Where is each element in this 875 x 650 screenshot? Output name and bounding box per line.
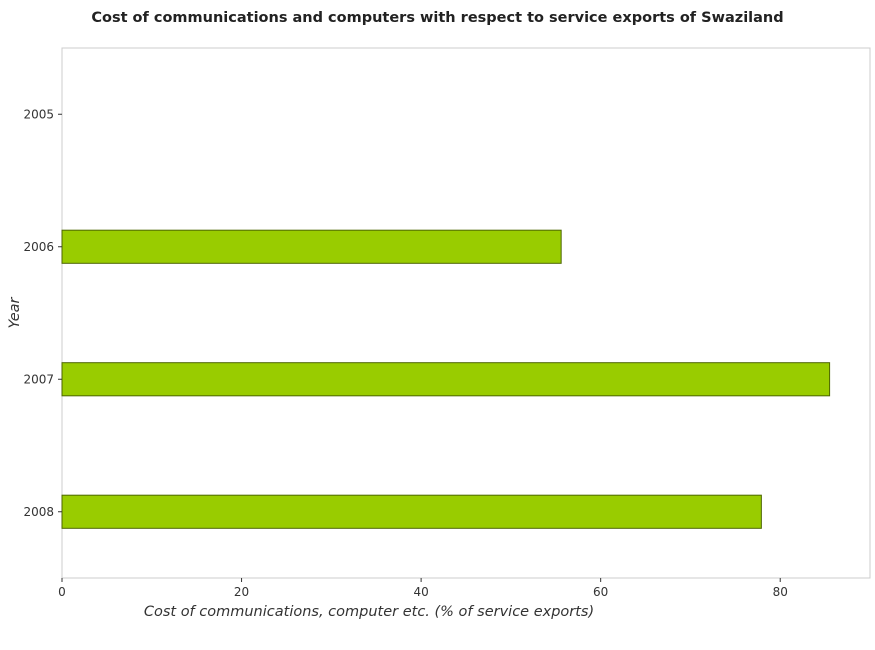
y-tick-label: 2008 [23, 505, 54, 519]
plot-area [61, 47, 871, 579]
bar-2007 [61, 362, 831, 397]
y-tick-label: 2007 [23, 372, 54, 386]
y-tick-label: 2005 [23, 107, 54, 121]
x-axis-label: Cost of communications, computer etc. (%… [144, 604, 594, 620]
y-axis-label: Year [7, 296, 23, 328]
y-tick-label: 2006 [23, 240, 54, 254]
x-tick-label: 40 [413, 585, 428, 599]
bar-2008 [61, 494, 762, 529]
x-tick-label: 0 [58, 585, 66, 599]
x-tick-label: 60 [593, 585, 608, 599]
x-tick-label: 20 [234, 585, 249, 599]
bar-2006 [61, 229, 562, 264]
x-tick-label: 80 [773, 585, 788, 599]
chart-title: Cost of communications and computers wit… [91, 10, 784, 26]
